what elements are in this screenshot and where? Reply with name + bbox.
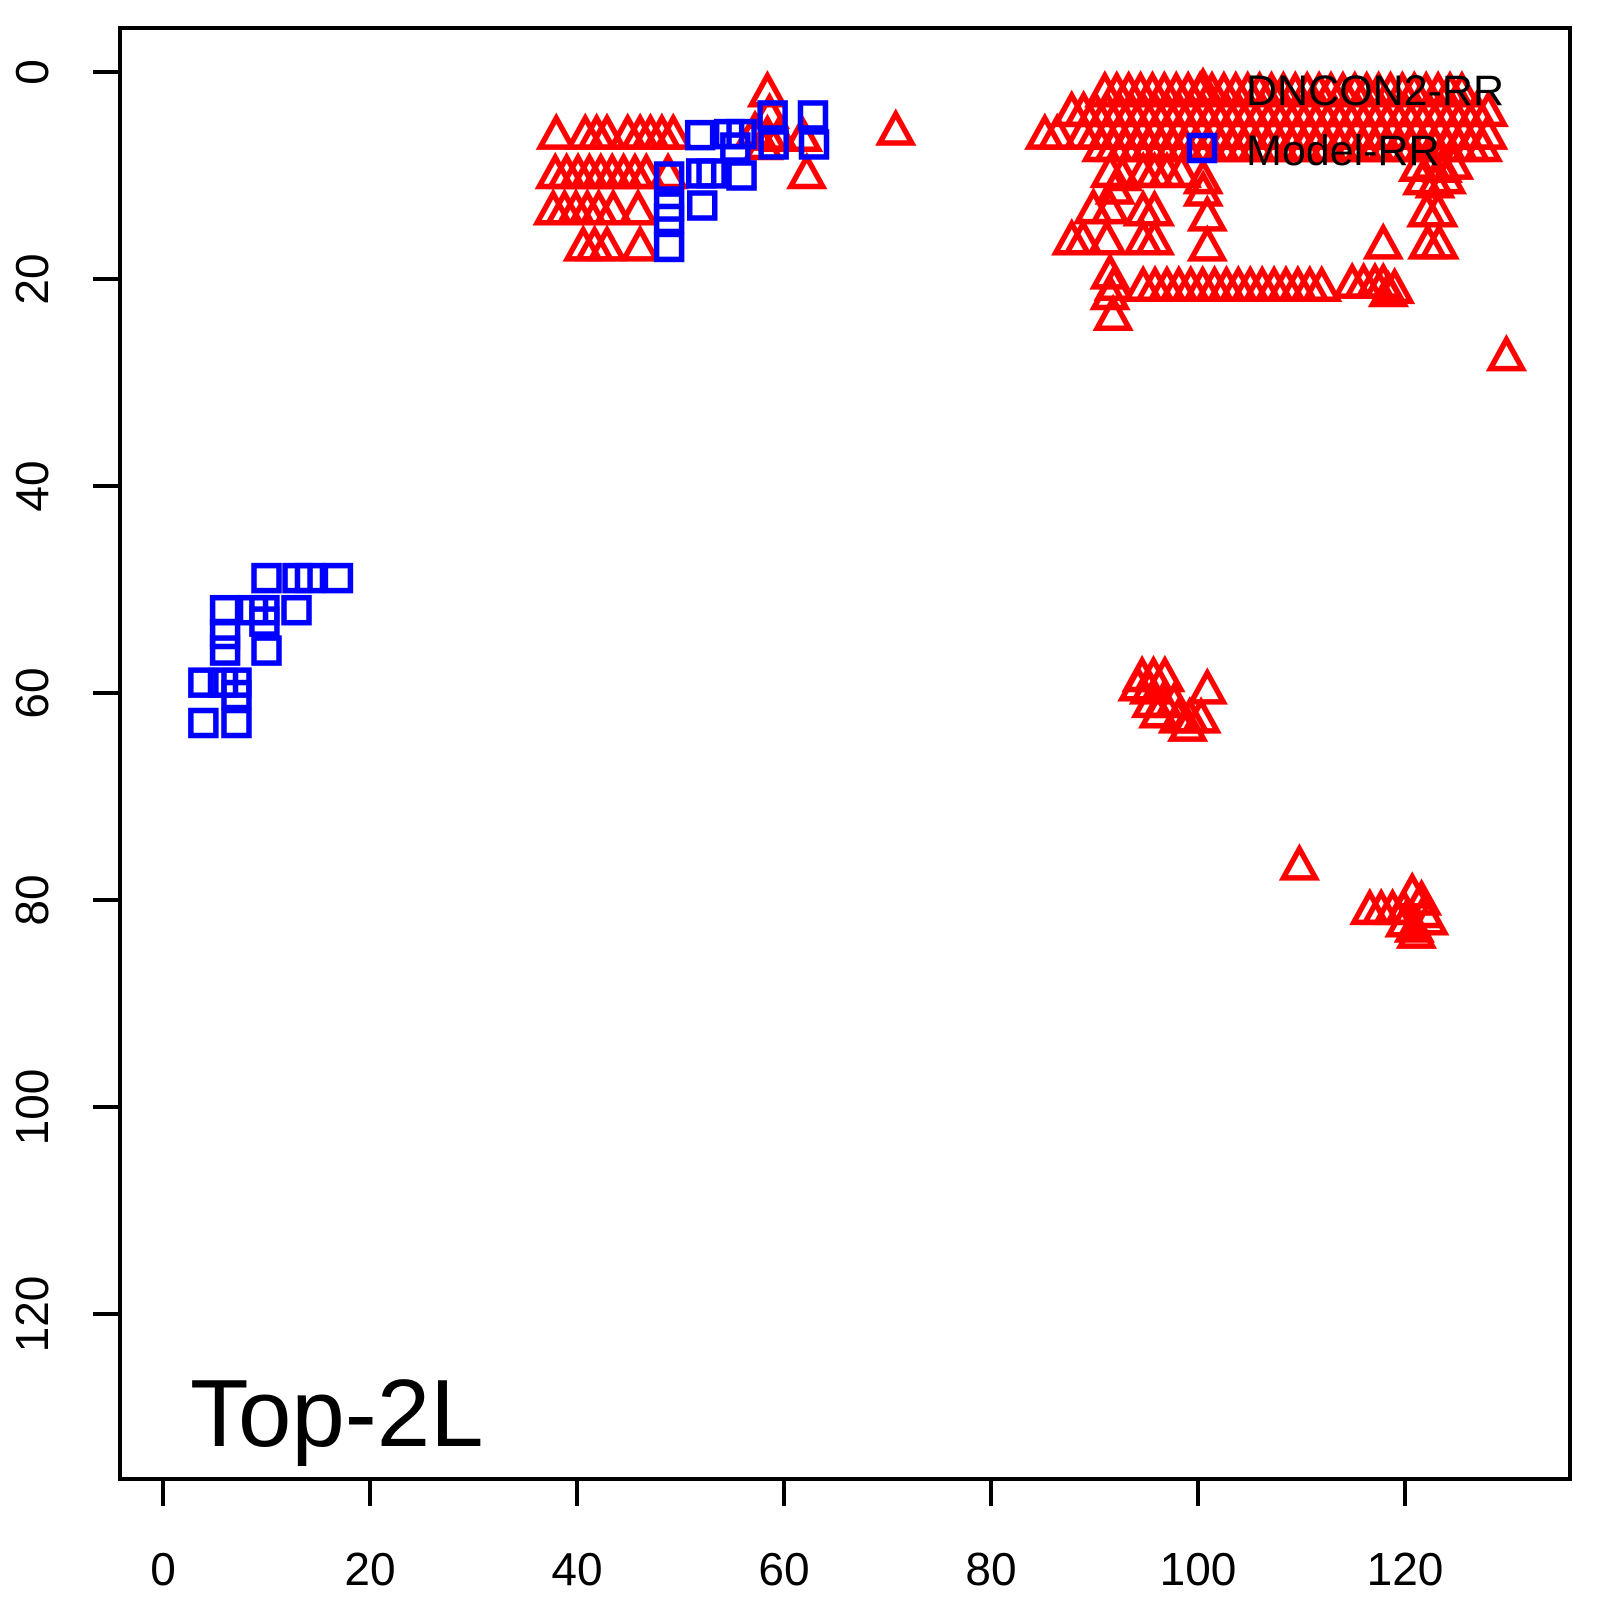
data-point-dncon2-rr — [1036, 112, 1078, 150]
y-axis: 0 20 40 60 80 100 120 — [6, 59, 120, 1352]
data-point-model-rr — [251, 635, 282, 666]
x-axis: 0 20 40 60 80 100 120 — [150, 1479, 1443, 1595]
legend-label-model: Model-RR — [1246, 127, 1440, 175]
data-point-dncon2-rr — [1425, 156, 1468, 195]
data-point-model-rr — [653, 203, 685, 235]
y-tick-label: 80 — [6, 874, 58, 925]
data-point-dncon2-rr — [1153, 680, 1195, 719]
legend-label-dncon2: DNCON2-RR — [1246, 67, 1504, 115]
data-point-dncon2-rr — [1062, 218, 1104, 256]
x-tick-label: 120 — [1367, 1543, 1444, 1595]
data-point-model-rr — [322, 562, 354, 594]
data-point-model-rr — [757, 100, 788, 131]
data-point-dncon2-rr — [652, 112, 694, 150]
data-point-model-rr — [726, 160, 757, 191]
x-tick-label: 0 — [150, 1543, 176, 1595]
y-tick-label: 20 — [6, 253, 58, 304]
data-point-dncon2-rr — [1485, 333, 1528, 372]
data-point-dncon2-rr — [1160, 150, 1203, 189]
data-point-dncon2-rr — [1461, 124, 1504, 163]
data-point-dncon2-rr — [1301, 264, 1343, 303]
data-point-model-rr — [251, 562, 282, 594]
data-point-dncon2-rr — [1418, 222, 1460, 260]
data-point-dncon2-rr — [1182, 156, 1224, 195]
data-point-model-rr — [653, 161, 685, 192]
data-point-dncon2-rr — [1362, 222, 1404, 260]
y-tick-label: 0 — [6, 59, 58, 85]
data-point-model-rr — [188, 707, 219, 739]
data-point-dncon2-rr — [875, 108, 917, 146]
series-dncon2-rr — [532, 70, 1528, 949]
data-point-dncon2-rr — [1089, 186, 1131, 225]
data-point-model-rr — [221, 679, 252, 711]
x-tick-label: 20 — [344, 1543, 395, 1595]
data-point-dncon2-rr — [1373, 266, 1416, 305]
y-tick-label: 60 — [6, 667, 58, 718]
data-point-dncon2-rr — [1186, 224, 1228, 262]
data-point-model-rr — [686, 190, 718, 221]
data-point-model-rr — [221, 707, 252, 739]
data-point-dncon2-rr — [586, 224, 628, 262]
data-point-dncon2-rr — [1166, 704, 1209, 742]
data-point-model-rr — [209, 635, 241, 666]
data-point-dncon2-rr — [1186, 667, 1228, 705]
legend: DNCON2-RR Model-RR — [1182, 66, 1504, 175]
data-point-dncon2-rr — [1408, 898, 1450, 936]
series-model-rr — [188, 100, 830, 739]
data-point-model-rr — [281, 594, 312, 626]
x-tick-label: 80 — [965, 1543, 1016, 1595]
data-point-dncon2-rr — [1133, 218, 1176, 256]
y-tick-label: 40 — [6, 460, 58, 511]
data-point-dncon2-rr — [1138, 691, 1180, 729]
plot-border — [118, 26, 1572, 1481]
data-point-dncon2-rr — [1367, 269, 1410, 308]
data-point-dncon2-rr — [535, 112, 577, 150]
data-point-dncon2-rr — [617, 187, 659, 226]
data-point-model-rr — [684, 119, 716, 151]
data-point-dncon2-rr — [1278, 843, 1321, 881]
data-point-model-rr — [294, 562, 326, 594]
data-point-dncon2-rr — [1086, 218, 1128, 256]
data-point-dncon2-rr — [592, 187, 634, 226]
y-tick-label: 100 — [6, 1069, 58, 1146]
legend-triangle-icon — [1182, 66, 1224, 104]
data-point-dncon2-rr — [786, 151, 828, 190]
plot-title: Top-2L — [190, 1360, 484, 1467]
data-point-model-rr — [653, 231, 685, 263]
x-tick-label: 40 — [551, 1543, 602, 1595]
data-point-dncon2-rr — [1414, 161, 1456, 199]
x-tick-label: 60 — [758, 1543, 809, 1595]
legend-square-icon — [1186, 132, 1218, 164]
data-point-model-rr — [696, 158, 727, 189]
data-point-model-rr — [249, 606, 280, 637]
data-point-dncon2-rr — [1092, 293, 1134, 332]
x-tick-label: 100 — [1160, 1543, 1237, 1595]
y-tick-label: 120 — [6, 1276, 58, 1353]
data-point-dncon2-rr — [1128, 667, 1171, 705]
data-point-dncon2-rr — [619, 224, 661, 262]
data-point-dncon2-rr — [586, 112, 628, 150]
data-point-model-rr — [209, 618, 241, 650]
data-point-model-rr — [798, 129, 830, 160]
data-point-model-rr — [720, 132, 751, 163]
data-point-model-rr — [797, 100, 829, 131]
data-point-model-rr — [758, 129, 789, 160]
data-point-model-rr — [188, 667, 219, 698]
